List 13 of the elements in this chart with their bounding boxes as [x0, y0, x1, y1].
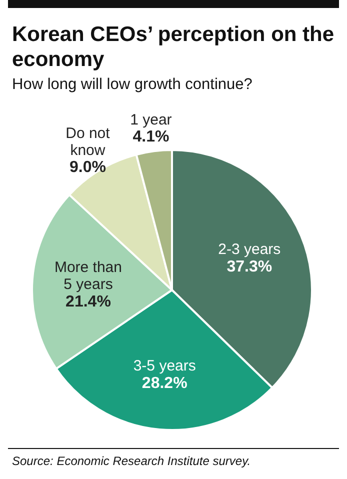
- slice-label: 1 year: [130, 111, 172, 128]
- data-label: 37.3%: [226, 258, 272, 276]
- slice-label: 2-3 years: [218, 241, 281, 258]
- slice-label: Do not know: [66, 124, 111, 159]
- data-label: 21.4%: [66, 293, 111, 310]
- slice-label: 3-5 years: [133, 357, 196, 374]
- source-note: Source: Economic Research Institute survey.: [12, 454, 251, 468]
- chart-title: Korean CEOs’ perception on the economy: [12, 22, 336, 72]
- data-label: 28.2%: [142, 374, 188, 392]
- data-label: 4.1%: [132, 128, 170, 146]
- chart-subtitle: How long will low growth continue?: [12, 76, 252, 94]
- data-label: 9.0%: [70, 159, 106, 176]
- slice-label: More than 5 years: [54, 258, 122, 293]
